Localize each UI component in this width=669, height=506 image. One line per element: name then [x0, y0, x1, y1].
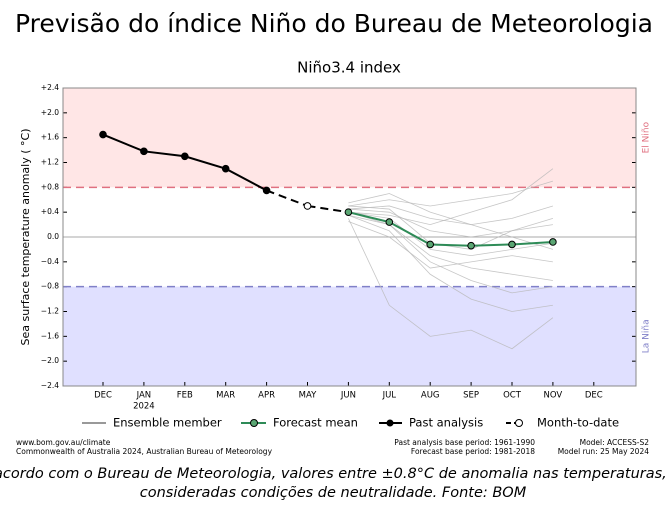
legend-label: Past analysis [409, 416, 483, 430]
y-tick-label: −1.6 [41, 331, 59, 340]
data-point [262, 186, 271, 195]
plot: −2.4 −2.0 −1.6 −1.2 −0.8 −0.4 0.0 +0.4 +0.8 +1.2 +… [41, 83, 652, 412]
y-tick-label: −1.2 [41, 307, 59, 316]
threshold-band [63, 88, 636, 188]
x-tick-label: JUL [382, 391, 397, 401]
plot-frame [62, 87, 637, 387]
series-line [348, 211, 553, 247]
y-tick-label: +2.4 [41, 83, 59, 92]
ensemble-line [348, 211, 553, 281]
data-point [426, 240, 435, 249]
ensemble-line [348, 205, 554, 250]
month-to-date-line [266, 189, 308, 207]
y-tick-label: +0.4 [41, 207, 59, 216]
footer-text: Commonwealth of Australia 2024, Australi… [16, 447, 273, 456]
chart-title: Previsão do índice Niño do Bureau de Met… [15, 9, 653, 38]
ensemble-line [348, 221, 553, 269]
legend-label: Month-to-date [537, 416, 619, 430]
legend-label: Ensemble member [113, 416, 222, 430]
threshold-label: La Niña [642, 319, 652, 353]
x-tick-label: DEC [94, 391, 112, 401]
x-tick-label: OCT [503, 391, 522, 401]
legend-swatch [386, 419, 394, 427]
threshold-label: El Niño [642, 121, 652, 153]
legend: Ensemble member Forecast mean Past analy… [82, 416, 619, 430]
ensemble-line [348, 205, 554, 225]
footer: www.bom.gov.au/climate Commonwealth of A… [16, 438, 649, 456]
y-tick-label: −0.8 [41, 282, 59, 291]
x-tick-label: NOV [544, 391, 563, 401]
ensemble-line [348, 218, 554, 350]
data-point [467, 241, 475, 250]
x-tick-label: FEB [177, 391, 193, 401]
x-year-label: 2024 [133, 402, 155, 412]
legend-swatch [515, 419, 523, 427]
y-tick-label: +0.8 [41, 182, 59, 191]
ensemble-line [348, 180, 554, 207]
ensemble-line [348, 168, 554, 225]
caption: De acordo com o Bureau de Meteorologia, … [0, 466, 669, 501]
data-point [140, 147, 148, 156]
y-tick-label: +1.6 [41, 133, 59, 142]
data-point [385, 218, 394, 226]
data-point [99, 130, 107, 139]
x-tick-label: MAY [299, 391, 317, 401]
legend-label: Forecast mean [273, 416, 358, 430]
footer-text: Model run: 25 May 2024 [558, 447, 650, 456]
y-tick-label: 0.0 [47, 232, 59, 241]
data-point [181, 152, 189, 161]
x-tick-label: AUG [421, 391, 440, 401]
y-tick-label: +2.0 [41, 108, 59, 117]
x-tick-label: APR [258, 391, 275, 401]
ensemble-line [348, 214, 553, 294]
threshold-band [63, 286, 636, 386]
data-point [221, 164, 230, 173]
y-axis-label: Sea surface temperature anomaly ( °C) [19, 129, 32, 346]
y-tick-label: −2.4 [41, 381, 59, 390]
x-tick-label: SEP [463, 391, 479, 401]
y-tick-label: −0.4 [41, 257, 59, 266]
legend-swatch [250, 419, 258, 427]
footer-text: Model: ACCESS-S2 [580, 438, 650, 447]
data-point [508, 240, 516, 249]
y-tick-label: +1.2 [41, 158, 59, 167]
footer-text: Past analysis base period: 1961-1990 [394, 438, 535, 447]
x-tick-label: MAR [216, 391, 235, 401]
x-tick-label: JUN [340, 391, 356, 401]
footer-text: www.bom.gov.au/climate [16, 438, 111, 447]
data-point [549, 238, 557, 246]
footer-text: Forecast base period: 1981-2018 [411, 447, 535, 456]
caption-line: consideradas condições de neutralidade. … [140, 485, 527, 501]
x-tick-label: JAN [136, 391, 152, 401]
caption-line: De acordo com o Bureau de Meteorologia, … [0, 466, 669, 482]
data-point [344, 208, 353, 216]
y-tick-label: −2.0 [41, 356, 59, 365]
ensemble-line [348, 208, 553, 238]
month-to-date-line [307, 204, 349, 214]
data-point [303, 202, 312, 210]
ensemble-line [348, 214, 553, 312]
chart-subtitle: Niño3.4 index [297, 59, 401, 77]
ensemble-line [348, 211, 553, 257]
x-tick-label: DEC [585, 391, 603, 401]
